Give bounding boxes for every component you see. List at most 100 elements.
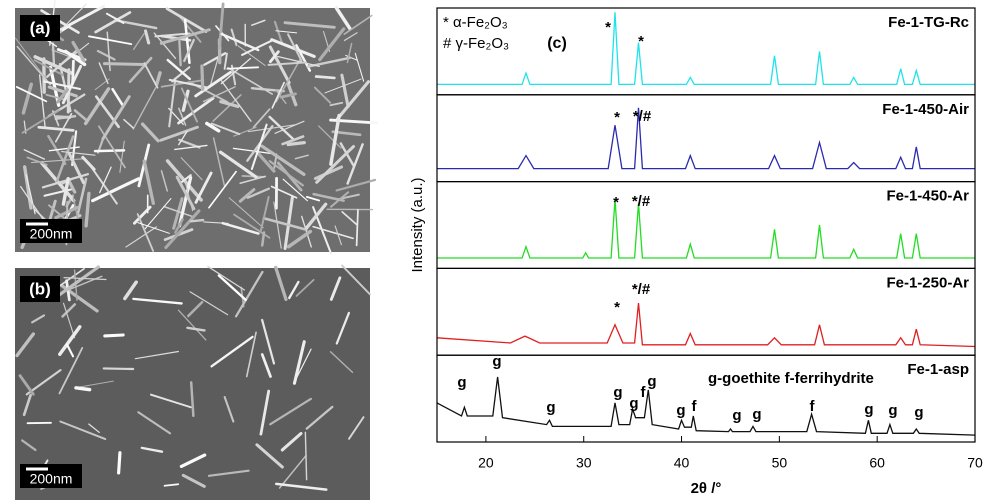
needle	[117, 451, 122, 475]
annotation: g	[457, 374, 466, 391]
needle	[20, 185, 46, 223]
needle	[123, 118, 134, 129]
needle	[25, 369, 62, 396]
needles	[14, 0, 379, 491]
needle	[177, 96, 215, 125]
needle	[163, 205, 196, 218]
needle	[41, 173, 90, 189]
annotation: g	[864, 401, 873, 418]
needle	[189, 381, 195, 418]
series-label: Fe-1-asp	[907, 361, 969, 378]
needle	[58, 325, 82, 357]
needle	[262, 216, 308, 231]
needle	[134, 350, 180, 360]
needle	[21, 439, 37, 452]
needle	[220, 32, 260, 52]
needle	[71, 59, 75, 86]
needle	[250, 87, 285, 93]
annotation: *	[613, 194, 619, 211]
needle	[217, 274, 247, 302]
xrd-line	[437, 107, 975, 170]
needle	[21, 82, 34, 115]
needle	[304, 431, 308, 481]
needle	[187, 300, 204, 318]
needle	[270, 38, 316, 58]
annotation: g	[613, 384, 622, 401]
needle	[268, 115, 296, 142]
needle	[268, 160, 304, 187]
needle	[102, 62, 146, 66]
x-tick-label: 50	[772, 455, 788, 471]
needle	[174, 144, 208, 151]
needle	[177, 175, 193, 228]
needle	[354, 52, 365, 82]
needle	[22, 393, 32, 417]
series-label: Fe-1-250-Ar	[886, 274, 969, 291]
needle	[252, 108, 271, 129]
needle	[31, 314, 46, 324]
needle	[67, 151, 86, 185]
needle	[76, 380, 114, 389]
needle	[98, 62, 109, 85]
needle	[267, 61, 308, 66]
needle	[180, 87, 199, 123]
needle	[189, 291, 229, 316]
needle	[165, 7, 208, 33]
image-label: (b)	[29, 279, 51, 298]
needle	[218, 150, 258, 179]
needle	[137, 411, 172, 435]
legend-note: # γ-Fe₂O₃	[443, 35, 509, 52]
needle	[269, 397, 313, 426]
needle	[233, 126, 257, 137]
label-box	[20, 15, 60, 41]
needle	[56, 88, 69, 104]
needle	[23, 149, 46, 160]
needle	[166, 58, 192, 81]
series-label: Fe-1-450-Ar	[886, 188, 969, 205]
needle	[278, 454, 307, 489]
needle	[329, 191, 350, 208]
needle	[21, 109, 61, 134]
annotation: *	[605, 19, 611, 36]
needle	[341, 210, 358, 226]
needle	[260, 144, 306, 177]
needle	[154, 71, 162, 87]
annotation: *	[614, 109, 620, 126]
needle	[287, 33, 303, 62]
panel-frame	[436, 354, 976, 443]
needle	[220, 80, 252, 122]
needle	[102, 367, 135, 371]
needle	[223, 395, 235, 423]
xrd-line	[436, 376, 976, 436]
needle	[281, 135, 305, 146]
needle	[101, 95, 131, 141]
y-axis-label: Intensity (a.u.)	[409, 177, 426, 272]
needle	[346, 143, 364, 185]
needle	[14, 37, 48, 81]
needle	[329, 351, 354, 374]
needle	[234, 270, 264, 318]
needle	[81, 155, 96, 171]
needle	[16, 45, 52, 86]
needle	[355, 208, 359, 247]
needle	[250, 123, 268, 171]
needle	[159, 28, 211, 45]
annotation: */#	[632, 281, 651, 298]
needle	[15, 332, 35, 358]
xrd-line	[436, 303, 976, 348]
needle	[33, 59, 65, 77]
annotation: */#	[633, 108, 652, 125]
needle	[172, 197, 184, 230]
needle	[292, 340, 306, 385]
needle	[26, 156, 48, 166]
needle	[43, 80, 82, 91]
needle	[105, 12, 125, 24]
needle	[268, 50, 280, 64]
needle	[142, 159, 155, 205]
needle	[71, 40, 86, 63]
panel-label: (c)	[547, 35, 567, 52]
annotation: g	[492, 353, 501, 370]
needle	[15, 86, 48, 103]
needle	[51, 49, 71, 58]
